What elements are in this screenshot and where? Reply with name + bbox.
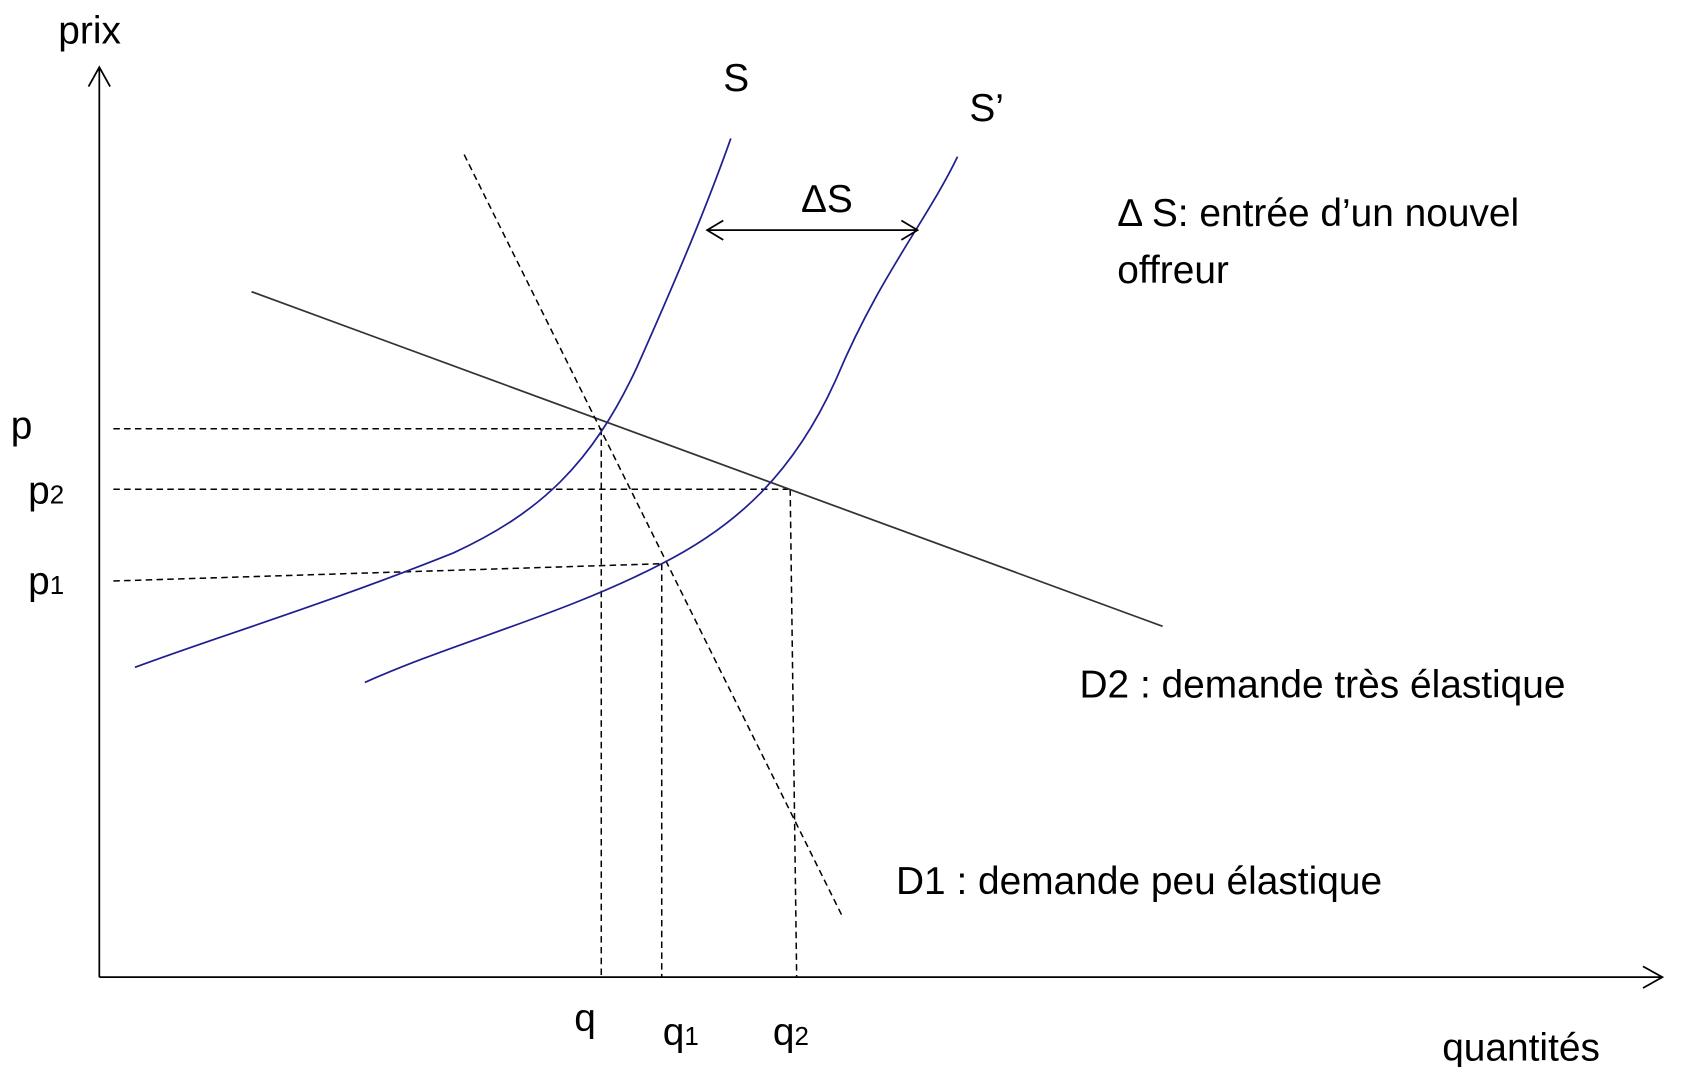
y-axis-label: prix bbox=[58, 9, 121, 52]
shift-arrow bbox=[705, 219, 920, 241]
supply-curve bbox=[134, 138, 732, 669]
demand-inelastic-label: D1 : demande peu élastique bbox=[896, 860, 1382, 903]
quantity-label: q1 bbox=[663, 1011, 699, 1054]
quantity-label: q bbox=[574, 997, 596, 1040]
quantity-label: q2 bbox=[773, 1011, 809, 1054]
supply-label: S bbox=[723, 57, 749, 100]
x-axis bbox=[99, 965, 1665, 989]
price-label: p1 bbox=[28, 560, 64, 603]
y-axis bbox=[87, 65, 111, 978]
supply-shifted-curve bbox=[364, 156, 959, 684]
demand-elastic-label: D2 : demande très élastique bbox=[1079, 664, 1565, 707]
quantity-guide bbox=[789, 489, 798, 978]
supply-shifted-label: S’ bbox=[969, 87, 1004, 130]
note-line: Δ S: entrée d’un nouvel bbox=[1117, 192, 1519, 235]
x-axis-label: quantités bbox=[1442, 1026, 1600, 1067]
note-line: offreur bbox=[1117, 249, 1229, 292]
price-label: p2 bbox=[28, 469, 64, 512]
demand-inelastic bbox=[463, 154, 843, 916]
price-guide bbox=[113, 562, 662, 582]
demand-elastic bbox=[251, 290, 1163, 628]
shift-label: ΔS bbox=[801, 178, 853, 221]
price-label: p bbox=[11, 405, 33, 448]
